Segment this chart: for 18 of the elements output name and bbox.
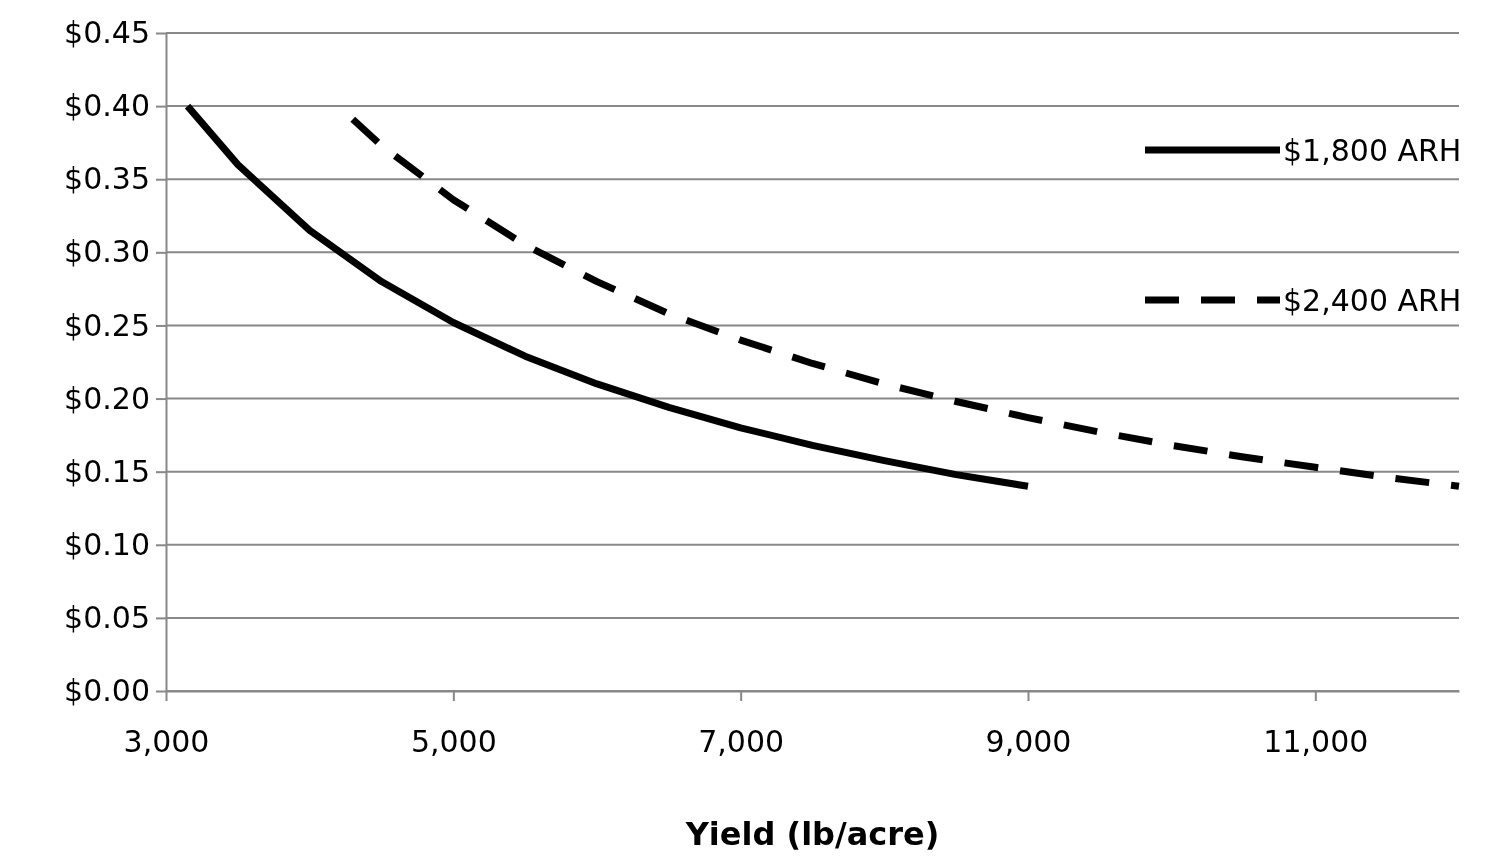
x-tick-label: 11,000 [1263, 724, 1369, 759]
y-tick-label: $0.10 [64, 526, 150, 562]
y-tick-label: $0.30 [64, 234, 150, 270]
x-tick-label: 9,000 [985, 724, 1072, 759]
x-tick-label: 7,000 [698, 724, 785, 759]
y-tick-label: $0.25 [64, 307, 150, 343]
y-tick-label: $0.35 [64, 161, 150, 197]
legend-label: $2,400 ARH [1283, 282, 1462, 318]
y-tick-label: $0.20 [64, 380, 150, 416]
x-axis-title: Yield (lb/acre) [684, 815, 940, 853]
legend-label: $1,800 ARH [1283, 132, 1462, 168]
y-tick-label: $0.00 [64, 673, 150, 709]
y-tick-label: $0.05 [64, 599, 150, 635]
x-tick-label: 5,000 [410, 724, 497, 759]
y-tick-label: $0.15 [64, 453, 150, 489]
y-tick-label: $0.45 [64, 15, 150, 51]
y-tick-label: $0.40 [64, 88, 150, 124]
x-tick-label: 3,000 [123, 724, 210, 759]
